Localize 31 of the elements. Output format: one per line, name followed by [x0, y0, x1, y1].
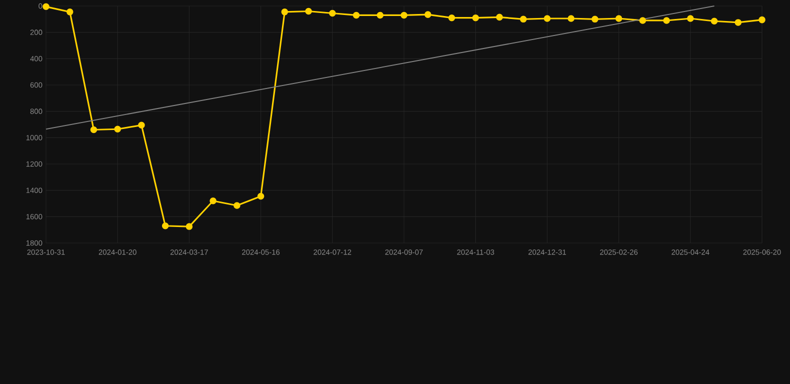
point [758, 16, 766, 24]
point [615, 15, 622, 22]
point [639, 17, 646, 24]
point [305, 8, 312, 15]
point [592, 16, 598, 23]
point [281, 8, 288, 16]
point [544, 15, 551, 22]
point [734, 19, 742, 26]
point [687, 15, 694, 22]
point [472, 14, 479, 22]
point [114, 126, 121, 132]
point [66, 8, 74, 16]
point [400, 12, 408, 19]
point [257, 192, 264, 200]
point [352, 12, 360, 19]
point [210, 197, 216, 204]
point [568, 15, 574, 22]
point [162, 222, 169, 230]
point [496, 14, 503, 21]
point [138, 122, 145, 129]
point [663, 17, 670, 24]
point [520, 16, 527, 23]
point [376, 12, 384, 19]
point [90, 126, 98, 134]
point [234, 202, 240, 209]
point [424, 11, 432, 18]
point [42, 3, 50, 10]
point [329, 10, 336, 17]
point [710, 18, 718, 25]
point [448, 14, 456, 22]
point [186, 223, 193, 230]
